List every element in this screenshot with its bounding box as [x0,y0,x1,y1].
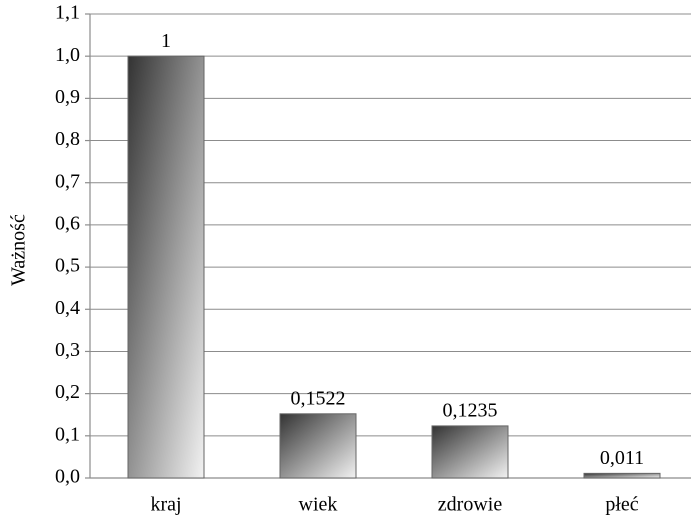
y-tick-label: 0,6 [55,213,80,235]
value-label: 0,1235 [443,399,498,421]
y-tick-label: 1,1 [55,2,80,24]
value-label: 0,011 [600,447,644,469]
value-label: 0,1522 [291,387,346,409]
y-tick-label: 0,4 [55,297,80,319]
y-tick-label: 0,7 [55,170,80,192]
y-axis-label: Ważność [8,214,30,286]
y-tick-label: 0,3 [55,339,80,361]
y-tick-label: 0,8 [55,128,80,150]
x-tick-label: wiek [299,494,338,516]
y-tick-label: 0,9 [55,86,80,108]
x-tick-label: zdrowie [438,494,503,516]
bar [279,413,357,479]
bar [127,55,205,479]
bar [583,472,661,479]
y-tick-label: 0,5 [55,255,80,277]
y-tick-label: 0,2 [55,381,80,403]
y-tick-label: 1,0 [55,44,80,66]
bar [431,425,509,479]
x-tick-label: płeć [605,494,638,516]
y-tick-label: 0,0 [55,466,80,488]
y-tick-label: 0,1 [55,423,80,445]
x-tick-label: kraj [150,494,181,516]
value-label: 1 [161,30,171,52]
